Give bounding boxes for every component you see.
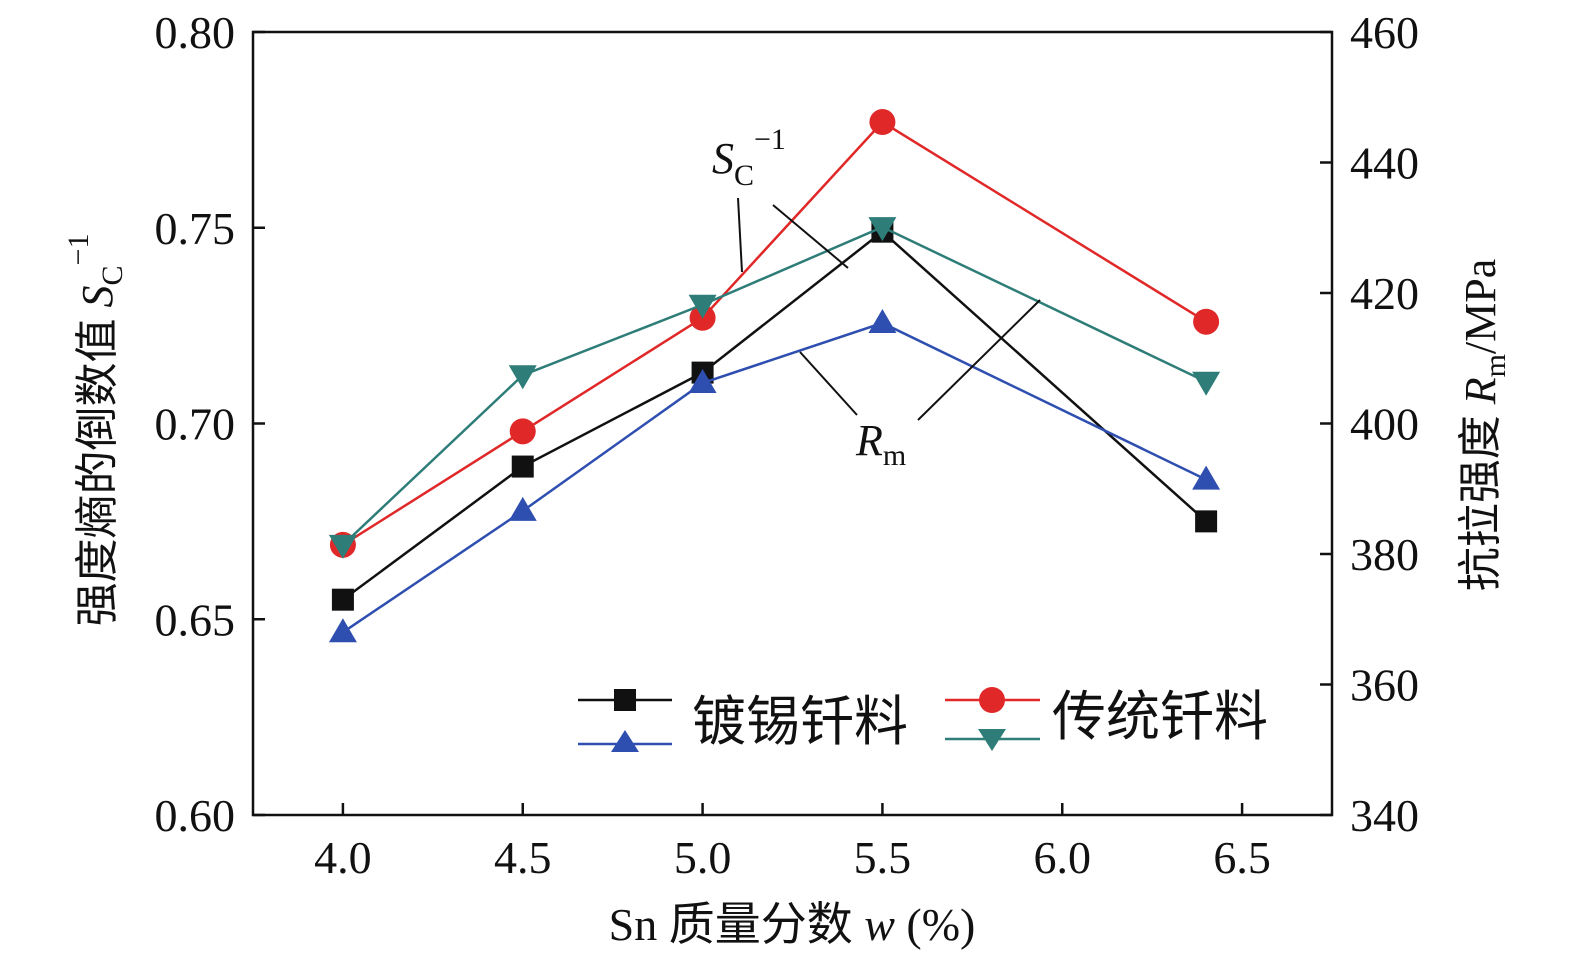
x-tick-label: 4.0 <box>314 832 372 883</box>
data-point-circle <box>509 418 536 445</box>
data-point-circle <box>1193 308 1220 335</box>
data-point-square <box>331 588 354 611</box>
series-line-3 <box>342 225 1207 546</box>
y-right-tick-label: 420 <box>1350 268 1419 319</box>
data-point-square <box>511 455 534 478</box>
series-line-2 <box>342 120 1207 546</box>
data-point-triangle-up <box>688 369 717 394</box>
legend-marker-triangle-up <box>611 730 639 752</box>
y-left-tick-label: 0.70 <box>155 399 236 450</box>
y-right-tick-label: 400 <box>1350 399 1419 450</box>
legend: 镀锡钎料 传统钎料 <box>578 687 1268 752</box>
y-right-tick-label: 360 <box>1350 660 1419 711</box>
data-point-triangle-up <box>508 496 537 521</box>
annotation-rm: Rm <box>855 416 906 472</box>
y-right-tick-label: 380 <box>1350 529 1419 580</box>
x-tick-label: 5.0 <box>674 832 732 883</box>
data-point-triangle-down <box>688 294 717 319</box>
x-axis-label: Sn 质量分数 w (%) <box>609 899 976 950</box>
y-left-tick-label: 0.75 <box>155 203 236 254</box>
data-point-triangle-up <box>328 618 357 643</box>
y-right-tick-label: 440 <box>1350 138 1419 189</box>
y-left-tick-label: 0.80 <box>155 7 236 58</box>
legend-marker-square <box>614 689 636 711</box>
x-tick-label: 5.5 <box>854 832 912 883</box>
y-right-tick-label: 340 <box>1350 790 1419 841</box>
data-point-triangle-down <box>508 365 537 390</box>
data-point-triangle-up <box>1192 465 1221 490</box>
x-tick-label: 6.5 <box>1213 832 1271 883</box>
legend-marker-triangle-down <box>978 729 1006 751</box>
legend-marker-circle <box>979 687 1005 713</box>
data-point-triangle-down <box>328 534 357 559</box>
legend-label-0: 镀锡钎料 <box>692 692 908 752</box>
legend-label-1: 传统钎料 <box>1052 687 1268 747</box>
y-right-axis-label: 抗拉强度 Rm/MPa <box>1456 259 1512 592</box>
x-tick-label: 6.0 <box>1034 832 1092 883</box>
data-point-triangle-down <box>1192 371 1221 396</box>
y-right-tick-label: 460 <box>1350 7 1419 58</box>
data-point-triangle-down <box>868 217 897 242</box>
x-tick-label: 4.5 <box>494 832 552 883</box>
y-left-tick-label: 0.60 <box>155 790 236 841</box>
data-point-square <box>1195 510 1218 533</box>
annotation-leaders <box>737 197 1041 421</box>
data-point-triangle-up <box>868 309 897 334</box>
y-left-axis-label: 强度熵的倒数值 SC−1 <box>62 234 129 627</box>
annotation-sc: SC−1 <box>712 123 786 192</box>
y-left-tick-label: 0.65 <box>155 594 236 645</box>
series-line-1 <box>342 321 1207 634</box>
data-point-circle <box>869 109 896 136</box>
